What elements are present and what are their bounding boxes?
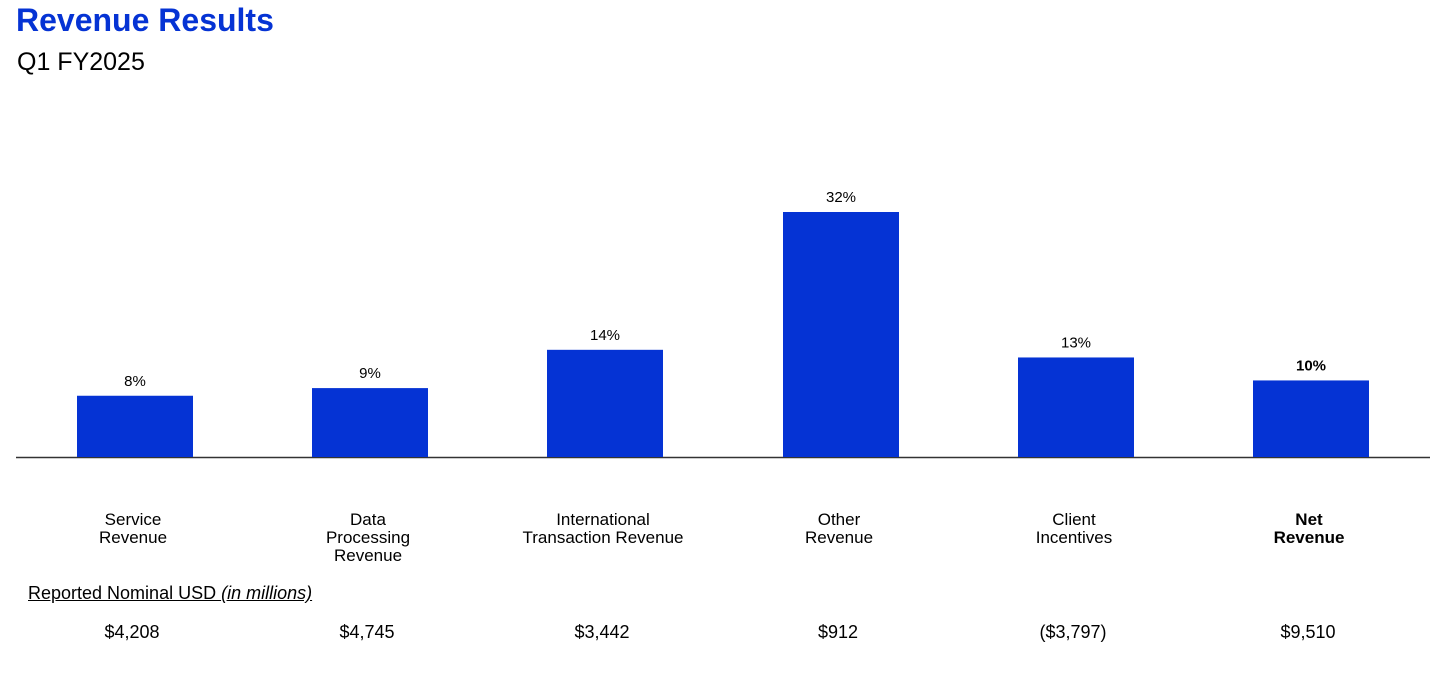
bar-3 — [783, 212, 899, 457]
reported-usd-label: Reported Nominal USD (in millions) — [28, 583, 312, 604]
category-label-1: Data Processing Revenue — [325, 510, 411, 565]
bar-2 — [547, 349, 663, 457]
category-label-2: International Transaction Revenue — [522, 510, 684, 547]
bar-value-label-2: 14% — [590, 327, 620, 344]
category-label-4: Client Incentives — [1035, 510, 1113, 547]
page-subtitle: Q1 FY2025 — [17, 48, 145, 76]
usd-value-2: $3,442 — [574, 622, 630, 642]
usd-value-3: $912 — [817, 622, 859, 642]
page-title: Revenue Results — [16, 2, 274, 38]
bar-0 — [77, 395, 193, 457]
bar-5 — [1253, 380, 1369, 457]
bar-value-label-0: 8% — [124, 373, 146, 390]
usd-value-4: ($3,797) — [1039, 622, 1107, 642]
category-label-0: Service Revenue — [98, 510, 168, 547]
bar-value-label-5: 10% — [1296, 357, 1326, 374]
bar-value-label-4: 13% — [1061, 334, 1091, 351]
bar-1 — [312, 388, 428, 457]
reported-usd-text: Reported Nominal USD — [28, 583, 222, 603]
bar-chart: 8% 9% 14% 32% 13% 10% — [16, 189, 1430, 459]
category-label-3: Other Revenue — [804, 510, 874, 547]
bar-value-label-3: 32% — [826, 189, 856, 206]
bar-4 — [1018, 357, 1134, 457]
usd-value-1: $4,745 — [339, 622, 395, 642]
bar-value-label-1: 9% — [359, 365, 381, 382]
in-millions-text: (in millions) — [221, 583, 313, 603]
category-label-5: Net Revenue — [1273, 510, 1345, 547]
usd-value-0: $4,208 — [104, 622, 160, 642]
usd-value-5: $9,510 — [1280, 622, 1336, 642]
